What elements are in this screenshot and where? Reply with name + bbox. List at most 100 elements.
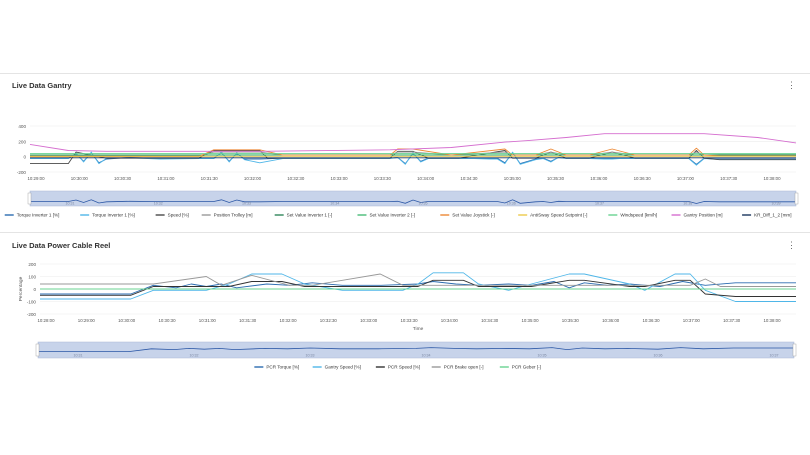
- x-tick-label: 10:32:00: [279, 318, 297, 323]
- navigator-tick: 10:32: [190, 354, 199, 358]
- x-tick-label: 10:37:00: [683, 318, 701, 323]
- y-tick-label: 100: [28, 275, 36, 280]
- navigator-handle-right[interactable]: [792, 343, 797, 357]
- navigator-handle-left[interactable]: [27, 192, 32, 205]
- navigator-tick: 10:37: [595, 202, 604, 206]
- legend-item: Set Value Joystick [-]: [452, 213, 495, 218]
- y-tick-label: 400: [18, 124, 26, 129]
- x-tick-label: 10:30:00: [118, 318, 136, 323]
- middle-divider: [0, 232, 810, 233]
- legend-item: Gantry Position [m]: [684, 213, 723, 218]
- navigator-series: [38, 347, 794, 353]
- x-tick-label: 10:33:30: [400, 318, 418, 323]
- y-tick-label: -200: [17, 170, 27, 175]
- navigator-track: [37, 341, 795, 359]
- legend-item: Windspeed [km/h]: [620, 213, 657, 218]
- x-tick-label: 10:31:30: [201, 176, 219, 181]
- navigator-tick: 10:36: [507, 202, 516, 206]
- navigator-tick: 10:33: [306, 354, 315, 358]
- x-tick-label: 10:36:30: [634, 176, 652, 181]
- y-tick-label: -200: [27, 312, 37, 317]
- x-tick-label: 10:34:00: [441, 318, 459, 323]
- y-tick-label: 0: [23, 155, 26, 160]
- x-tick-label: 10:35:00: [521, 318, 539, 323]
- panel-title-power-cable-reel: Live Data Power Cable Reel: [12, 241, 111, 250]
- x-tick-label: 10:29:00: [27, 176, 45, 181]
- legend-item: Set Value Inverter 2 [-]: [369, 213, 415, 218]
- y-tick-label: 200: [18, 139, 26, 144]
- x-tick-label: 10:32:00: [244, 176, 262, 181]
- navigator-tick: 10:36: [654, 354, 663, 358]
- x-tick-label: 10:32:30: [320, 318, 338, 323]
- navigator-tick: 10:33: [242, 202, 251, 206]
- series-line-3: [40, 273, 796, 287]
- x-tick-label: 10:31:30: [239, 318, 257, 323]
- x-tick-label: 10:31:00: [157, 176, 175, 181]
- navigator-tick: 10:38: [683, 202, 692, 206]
- navigator-track: [29, 190, 797, 207]
- x-tick-label: 10:34:30: [460, 176, 478, 181]
- series-line-9: [29, 133, 797, 152]
- legend-item: Speed [%]: [168, 213, 189, 218]
- navigator-handle-left[interactable]: [35, 343, 40, 357]
- x-axis-label: Time: [413, 326, 424, 332]
- x-tick-label: 10:36:00: [590, 176, 608, 181]
- y-tick-label: 200: [28, 262, 36, 267]
- legend-item: Position Trolley [m]: [214, 213, 253, 218]
- x-tick-label: 10:29:00: [78, 318, 96, 323]
- x-tick-label: 10:38:00: [763, 318, 781, 323]
- series-line-0: [40, 281, 796, 295]
- series-line-6: [30, 147, 796, 158]
- legend-item: AntiSway Speed Setpoint [-]: [530, 213, 587, 218]
- x-tick-label: 10:36:30: [642, 318, 660, 323]
- x-tick-label: 10:33:30: [374, 176, 392, 181]
- legend-item: Set Value Inverter 1 [-]: [287, 213, 333, 218]
- x-tick-label: 10:36:00: [602, 318, 620, 323]
- legend-item: KR_Diff_1_2 [mm]: [754, 213, 791, 218]
- navigator-tick: 10:37: [770, 354, 779, 358]
- panel-title-gantry: Live Data Gantry: [12, 81, 72, 90]
- x-tick-label: 10:35:30: [562, 318, 580, 323]
- legend-item: Torque Inverter 1 [%]: [92, 213, 135, 218]
- navigator-tick: 10:34: [330, 202, 339, 206]
- x-tick-label: 10:37:00: [677, 176, 695, 181]
- x-tick-label: 10:31:00: [199, 318, 217, 323]
- legend-item: PCR Speed [%]: [388, 365, 420, 370]
- x-tick-label: 10:38:00: [763, 176, 781, 181]
- x-tick-label: 10:34:30: [481, 318, 499, 323]
- legend-item: PCR Brake open [-]: [444, 365, 484, 370]
- x-tick-label: 10:28:00: [37, 318, 55, 323]
- legend-item: PCR Torque [%]: [266, 365, 299, 370]
- navigator-tick: 10:39: [772, 202, 781, 206]
- navigator-tick: 10:32: [154, 202, 163, 206]
- navigator-tick: 10:35: [538, 354, 547, 358]
- legend-item: Gantry Speed [%]: [325, 365, 361, 370]
- x-tick-label: 10:35:00: [504, 176, 522, 181]
- x-tick-label: 10:35:30: [547, 176, 565, 181]
- series-line-2: [40, 279, 796, 297]
- y-tick-label: 0: [33, 287, 36, 292]
- x-tick-label: 10:30:00: [71, 176, 89, 181]
- x-tick-label: 10:30:30: [158, 318, 176, 323]
- legend-item: Torque Inverter 1 [%]: [17, 213, 60, 218]
- x-tick-label: 10:34:00: [417, 176, 435, 181]
- legend-item: PCR Geber [-]: [512, 365, 541, 370]
- navigator-tick: 10:34: [422, 354, 431, 358]
- x-tick-label: 10:32:30: [287, 176, 305, 181]
- power-cable-reel-navigator[interactable]: 10:31 10:32 10:33 10:34 10:35 10:36 10:37 PCR T…: [0, 336, 810, 386]
- x-tick-label: 10:30:30: [114, 176, 132, 181]
- kebab-menu-icon[interactable]: ⋮: [787, 80, 796, 90]
- x-tick-label: 10:37:30: [720, 176, 738, 181]
- y-axis-label: Percentage: [18, 276, 24, 301]
- kebab-menu-icon[interactable]: ⋮: [787, 240, 796, 250]
- navigator-tick: 10:35: [419, 202, 428, 206]
- top-divider: [0, 73, 810, 74]
- x-tick-label: 10:37:30: [723, 318, 741, 323]
- navigator-tick: 10:31: [74, 354, 83, 358]
- navigator-series: [30, 199, 796, 204]
- x-tick-label: 10:33:00: [331, 176, 349, 181]
- navigator-tick: 10:31: [66, 202, 75, 206]
- navigator-handle-right[interactable]: [794, 192, 799, 205]
